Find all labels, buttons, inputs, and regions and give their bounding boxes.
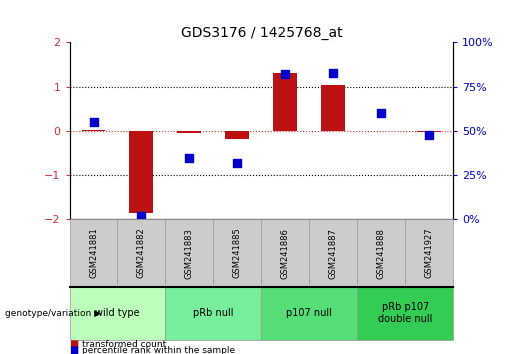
Bar bbox=[273, 74, 297, 131]
Bar bbox=[81, 130, 106, 131]
Text: GSM241888: GSM241888 bbox=[377, 228, 386, 279]
Text: wild type: wild type bbox=[95, 308, 140, 318]
Point bbox=[329, 70, 337, 75]
Text: transformed count: transformed count bbox=[82, 339, 167, 349]
Bar bbox=[417, 131, 441, 132]
Text: genotype/variation ▶: genotype/variation ▶ bbox=[5, 309, 101, 318]
Point bbox=[90, 119, 98, 125]
Text: ■: ■ bbox=[70, 339, 79, 349]
Bar bbox=[178, 131, 201, 133]
Text: GSM241881: GSM241881 bbox=[89, 228, 98, 279]
Text: percentile rank within the sample: percentile rank within the sample bbox=[82, 346, 235, 354]
Text: ■: ■ bbox=[70, 346, 79, 354]
Point bbox=[425, 132, 433, 137]
Bar bbox=[226, 131, 249, 139]
Point bbox=[185, 155, 194, 160]
Bar bbox=[129, 131, 153, 213]
Point bbox=[281, 72, 289, 77]
Text: GSM241887: GSM241887 bbox=[329, 228, 338, 279]
Text: GSM241882: GSM241882 bbox=[137, 228, 146, 279]
Text: GSM241883: GSM241883 bbox=[185, 228, 194, 279]
Point bbox=[377, 110, 385, 116]
Bar bbox=[321, 85, 345, 131]
Text: pRb null: pRb null bbox=[193, 308, 234, 318]
Title: GDS3176 / 1425768_at: GDS3176 / 1425768_at bbox=[181, 26, 342, 40]
Text: GSM241885: GSM241885 bbox=[233, 228, 242, 279]
Text: pRb p107
double null: pRb p107 double null bbox=[378, 302, 433, 324]
Point bbox=[233, 160, 242, 166]
Text: GSM241927: GSM241927 bbox=[425, 228, 434, 279]
Point bbox=[138, 213, 146, 219]
Text: p107 null: p107 null bbox=[286, 308, 332, 318]
Text: GSM241886: GSM241886 bbox=[281, 228, 290, 279]
